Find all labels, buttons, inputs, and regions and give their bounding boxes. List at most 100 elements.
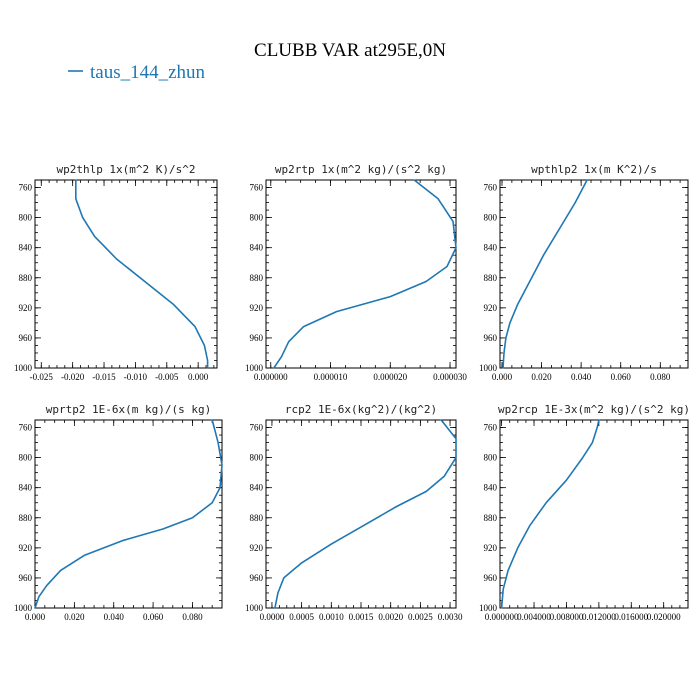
- y-tick-label: 920: [250, 543, 264, 553]
- x-tick-label: -0.010: [124, 372, 148, 382]
- figure-title: CLUBB VAR at295E,0N: [254, 40, 446, 61]
- y-tick-label: 960: [19, 333, 33, 343]
- x-tick-label: 0.000030: [433, 372, 467, 382]
- y-tick-label: 960: [250, 573, 264, 583]
- y-tick-label: 840: [250, 483, 264, 493]
- panel-title: wp2thlp 1x(m^2 K)/s^2: [56, 163, 195, 176]
- x-tick-label: 0.020000: [647, 612, 681, 622]
- y-tick-label: 1000: [479, 363, 498, 373]
- y-tick-label: 800: [19, 453, 33, 463]
- x-tick-label: 0.060: [611, 372, 632, 382]
- y-tick-label: 880: [484, 273, 498, 283]
- y-tick-label: 1000: [245, 363, 264, 373]
- y-tick-label: 960: [250, 333, 264, 343]
- panel-6: wp2rcp 1E-3x(m^2 kg)/(s^2 kg)760 800 840 88…: [479, 403, 690, 622]
- panel-title: wprtp2 1E-6x(m kg)/(s kg): [46, 403, 212, 416]
- x-tick-label: 0.000000: [485, 612, 519, 622]
- y-tick-label: 920: [19, 303, 33, 313]
- y-tick-label: 760: [250, 423, 264, 433]
- panel-title: wp2rcp 1E-3x(m^2 kg)/(s^2 kg): [498, 403, 690, 416]
- y-tick-label: 800: [484, 213, 498, 223]
- panel-1: wp2thlp 1x(m^2 K)/s^2 760 800 840 880 920 960 1…: [14, 163, 218, 382]
- x-tick-label: 0.040: [571, 372, 592, 382]
- y-tick-label: 840: [19, 243, 33, 253]
- x-tick-label: 0.080: [650, 372, 671, 382]
- plot-frame: [499, 419, 689, 609]
- y-tick-label: 880: [250, 273, 264, 283]
- y-tick-label: 920: [484, 303, 498, 313]
- y-tick-label: 880: [250, 513, 264, 523]
- y-tick-label: 880: [484, 513, 498, 523]
- x-tick-label: 0.008000: [550, 612, 584, 622]
- panel-title: wpthlp2 1x(m K^2)/s: [531, 163, 657, 176]
- x-tick-label: 0.0000: [260, 612, 285, 622]
- x-tick-label: 0.060: [143, 612, 164, 622]
- y-tick-label: 800: [19, 213, 33, 223]
- x-tick-label: 0.000: [25, 612, 46, 622]
- y-tick-label: 960: [484, 573, 498, 583]
- y-tick-label: 880: [19, 273, 33, 283]
- x-tick-label: 0.012000: [582, 612, 616, 622]
- y-tick-label: 800: [484, 453, 498, 463]
- y-tick-label: 760: [19, 423, 33, 433]
- y-tick-label: 760: [484, 423, 498, 433]
- x-tick-label: -0.020: [61, 372, 85, 382]
- plot-frame: [265, 419, 457, 609]
- plot-frame: [499, 179, 689, 369]
- y-tick-label: 840: [484, 483, 498, 493]
- y-tick-label: 840: [484, 243, 498, 253]
- y-tick-label: 760: [19, 183, 33, 193]
- panel-title: rcp2 1E-6x(kg^2)/(kg^2): [285, 403, 437, 416]
- series-line: [34, 419, 223, 609]
- plot-frame: [34, 179, 218, 369]
- y-tick-label: 1000: [14, 363, 33, 373]
- x-tick-label: 0.004000: [517, 612, 551, 622]
- y-tick-label: 1000: [479, 603, 498, 613]
- y-tick-label: 960: [484, 333, 498, 343]
- y-tick-label: 760: [484, 183, 498, 193]
- y-tick-label: 920: [250, 303, 264, 313]
- x-tick-label: -0.015: [92, 372, 116, 382]
- y-tick-label: 840: [19, 483, 33, 493]
- legend: taus_144_zhun: [68, 62, 206, 83]
- x-tick-label: -0.025: [30, 372, 54, 382]
- plot-frame: [34, 419, 223, 609]
- x-tick-label: 0.0030: [438, 612, 463, 622]
- series-line: [500, 419, 600, 609]
- y-tick-label: 840: [250, 243, 264, 253]
- x-tick-label: 0.0015: [349, 612, 374, 622]
- legend-label: taus_144_zhun: [90, 62, 206, 83]
- x-tick-label: 0.016000: [614, 612, 648, 622]
- y-tick-label: 1000: [14, 603, 33, 613]
- x-tick-label: 0.000010: [314, 372, 348, 382]
- x-tick-label: 0.040: [104, 612, 125, 622]
- x-tick-label: 0.020: [64, 612, 85, 622]
- panel-3: wpthlp2 1x(m K^2)/s 760 800 840 880 920 960 100…: [479, 163, 689, 382]
- x-tick-label: 0.0010: [319, 612, 344, 622]
- y-tick-label: 920: [484, 543, 498, 553]
- x-tick-label: 0.0025: [408, 612, 433, 622]
- panel-5: rcp2 1E-6x(kg^2)/(kg^2) 760 800 840 880 920 96…: [245, 403, 463, 622]
- x-tick-label: -0.005: [155, 372, 179, 382]
- x-tick-label: 0.000020: [373, 372, 407, 382]
- y-tick-label: 800: [250, 213, 264, 223]
- y-tick-label: 920: [19, 543, 33, 553]
- panel-4: wprtp2 1E-6x(m kg)/(s kg) 760 800 840 880 920…: [14, 403, 223, 622]
- series-line: [502, 179, 588, 369]
- x-tick-label: 0.000: [492, 372, 513, 382]
- panel-2: wp2rtp 1x(m^2 kg)/(s^2 kg) 760 800 840 880 92…: [245, 163, 467, 382]
- x-tick-label: 0.0020: [378, 612, 403, 622]
- plot-frame: [265, 179, 457, 369]
- y-tick-label: 1000: [245, 603, 264, 613]
- x-tick-label: 0.000000: [254, 372, 288, 382]
- series-line: [274, 419, 457, 609]
- panel-title: wp2rtp 1x(m^2 kg)/(s^2 kg): [275, 163, 447, 176]
- y-tick-label: 800: [250, 453, 264, 463]
- y-tick-label: 960: [19, 573, 33, 583]
- panels: wp2thlp 1x(m^2 K)/s^2 760 800 840 880 920 960 1…: [14, 163, 690, 622]
- x-tick-label: 0.080: [182, 612, 203, 622]
- x-tick-label: 0.020: [531, 372, 552, 382]
- x-tick-label: 0.0005: [289, 612, 314, 622]
- y-tick-label: 760: [250, 183, 264, 193]
